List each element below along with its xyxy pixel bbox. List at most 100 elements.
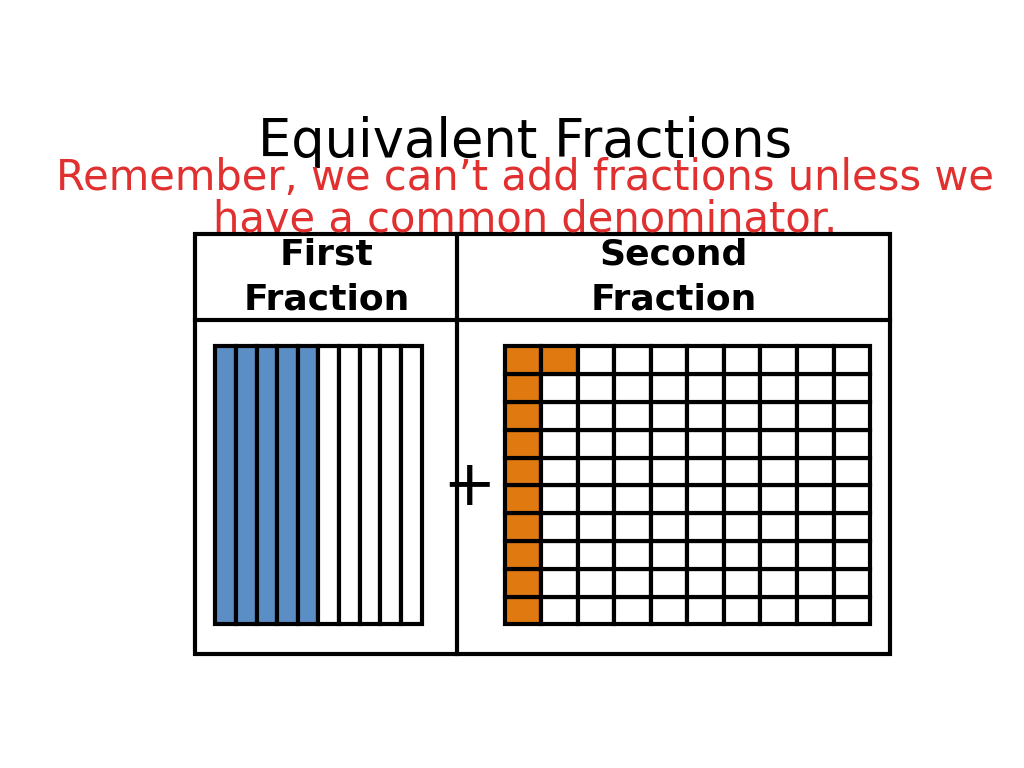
Bar [505, 402, 542, 430]
Bar [834, 346, 870, 374]
Bar [614, 374, 651, 402]
Bar [542, 569, 578, 597]
Bar [687, 485, 724, 513]
Bar [542, 458, 578, 485]
Bar [724, 374, 761, 402]
Bar [687, 458, 724, 485]
Bar [614, 430, 651, 458]
Bar [797, 458, 834, 485]
Bar [651, 513, 687, 541]
Bar [834, 569, 870, 597]
Bar [614, 569, 651, 597]
Bar [257, 346, 278, 624]
Bar [797, 597, 834, 624]
Bar [651, 569, 687, 597]
Bar [724, 541, 761, 569]
Bar [380, 346, 401, 624]
Bar [505, 346, 542, 374]
Bar [724, 597, 761, 624]
Bar [651, 541, 687, 569]
Bar [614, 458, 651, 485]
Bar [505, 485, 542, 513]
Bar [797, 346, 834, 374]
Bar [505, 513, 542, 541]
Bar [578, 541, 614, 569]
Bar [761, 597, 797, 624]
Bar [761, 374, 797, 402]
Bar [542, 346, 578, 374]
Bar [614, 541, 651, 569]
Bar [505, 569, 542, 597]
Bar [298, 346, 318, 624]
Bar [318, 346, 339, 624]
Bar [797, 402, 834, 430]
Bar [761, 485, 797, 513]
Text: +: + [442, 456, 496, 518]
Bar [578, 513, 614, 541]
Bar [614, 346, 651, 374]
Bar [196, 234, 890, 654]
Text: First
Fraction: First Fraction [244, 237, 410, 316]
Bar [578, 569, 614, 597]
Bar [651, 485, 687, 513]
Bar [578, 430, 614, 458]
Text: Remember, we can’t add fractions unless we: Remember, we can’t add fractions unless … [55, 157, 994, 199]
Bar [339, 346, 359, 624]
Bar [505, 430, 542, 458]
Bar [236, 346, 257, 624]
Bar [724, 569, 761, 597]
Bar [651, 374, 687, 402]
Bar [761, 458, 797, 485]
Bar [687, 402, 724, 430]
Text: Equivalent Fractions: Equivalent Fractions [258, 116, 792, 168]
Bar [542, 541, 578, 569]
Bar [687, 541, 724, 569]
Text: Second
Fraction: Second Fraction [591, 237, 757, 316]
Bar [761, 541, 797, 569]
Bar [834, 485, 870, 513]
Bar [834, 430, 870, 458]
Bar [687, 346, 724, 374]
Bar [797, 430, 834, 458]
Bar [505, 597, 542, 624]
Bar [724, 346, 761, 374]
Bar [761, 430, 797, 458]
Bar [614, 402, 651, 430]
Bar [687, 374, 724, 402]
Bar [797, 569, 834, 597]
Bar [834, 541, 870, 569]
Bar [834, 458, 870, 485]
Bar [215, 346, 236, 624]
Bar [687, 430, 724, 458]
Bar [614, 485, 651, 513]
Bar [614, 597, 651, 624]
Text: have a common denominator.: have a common denominator. [213, 199, 837, 240]
Bar [505, 374, 542, 402]
Bar [401, 346, 422, 624]
Bar [761, 513, 797, 541]
Bar [797, 513, 834, 541]
Bar [542, 374, 578, 402]
Bar [542, 597, 578, 624]
Bar [651, 402, 687, 430]
Bar [505, 458, 542, 485]
Bar [687, 513, 724, 541]
Bar [724, 485, 761, 513]
Bar [797, 485, 834, 513]
Bar [834, 402, 870, 430]
Bar [578, 458, 614, 485]
Bar [724, 402, 761, 430]
Bar [724, 513, 761, 541]
Bar [614, 513, 651, 541]
Bar [578, 346, 614, 374]
Bar [651, 430, 687, 458]
Bar [542, 402, 578, 430]
Bar [797, 541, 834, 569]
Bar [278, 346, 298, 624]
Bar [651, 346, 687, 374]
Bar [834, 597, 870, 624]
Bar [578, 374, 614, 402]
Bar [797, 374, 834, 402]
Bar [578, 402, 614, 430]
Bar [505, 541, 542, 569]
